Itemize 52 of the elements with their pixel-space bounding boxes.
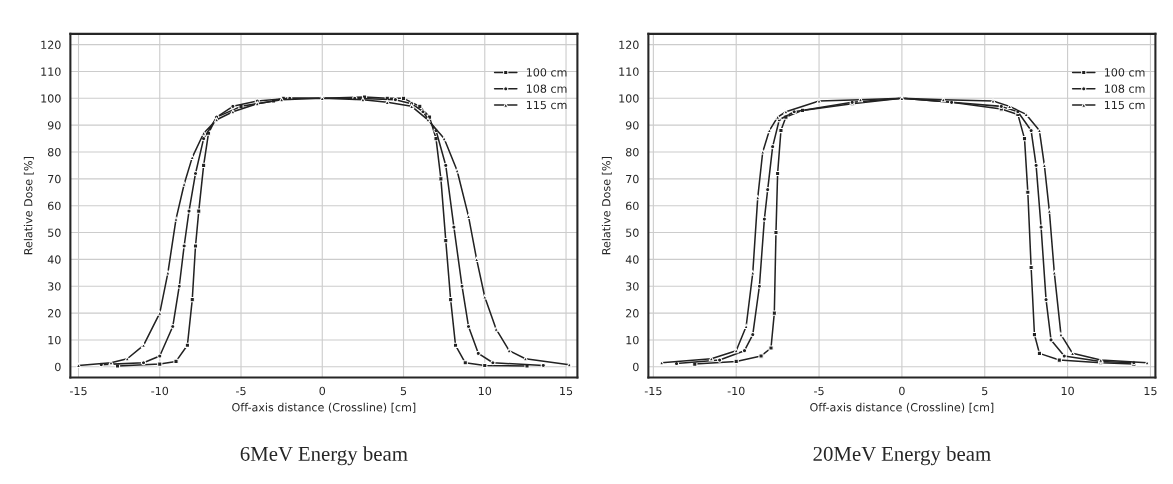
- y-axis-title: Relative Dose [%]: [601, 157, 612, 255]
- y-tick-label: 100: [41, 94, 61, 103]
- y-tick-label: 80: [625, 147, 639, 157]
- x-tick-label: -10: [727, 386, 745, 396]
- y-axis-title: Relative Dose [%]: [23, 157, 34, 255]
- x-tick-label: -15: [644, 386, 662, 396]
- y-tick-label: 20: [48, 309, 61, 318]
- y-tick-label: 30: [626, 282, 639, 291]
- x-tick-label: -5: [814, 386, 824, 396]
- y-tick-label: 40: [47, 255, 61, 264]
- x-axis-title: Off-axis distance (Crossline) [cm]: [232, 402, 416, 413]
- legend-label: 100 cm: [526, 68, 567, 77]
- x-tick-label: 15: [560, 386, 573, 396]
- y-tick-label: 110: [41, 67, 61, 76]
- text: 6MeV Energy beam: [240, 446, 408, 466]
- legend-label: 100 cm: [1104, 68, 1145, 77]
- y-tick-label: 60: [625, 201, 639, 211]
- y-tick-label: 70: [626, 174, 639, 184]
- y-tick-label: 90: [625, 121, 639, 130]
- y-tick-label: 80: [47, 147, 61, 157]
- x-axis-title: Off-axis distance (Crossline) [cm]: [810, 402, 994, 413]
- legend-label: 115 cm: [526, 100, 567, 110]
- x-tick-label: 5: [400, 386, 407, 396]
- y-tick-label: 50: [626, 228, 639, 237]
- y-tick-label: 100: [619, 94, 639, 103]
- y-tick-label: 50: [48, 228, 61, 237]
- y-tick-label: 0: [633, 362, 639, 372]
- x-tick-label: -5: [236, 386, 246, 396]
- x-tick-label: 15: [1144, 386, 1157, 396]
- x-tick-label: 0: [319, 386, 326, 396]
- x-tick-label: -15: [69, 386, 87, 396]
- x-tick-label: 5: [982, 386, 988, 396]
- y-tick-label: 0: [55, 362, 61, 372]
- y-tick-label: 110: [619, 67, 639, 76]
- y-tick-label: 40: [625, 255, 639, 264]
- y-tick-label: 60: [47, 201, 61, 211]
- y-tick-label: 70: [48, 174, 61, 184]
- y-tick-label: 10: [626, 335, 639, 345]
- y-tick-label: 90: [47, 121, 61, 130]
- y-tick-label: 30: [48, 282, 61, 291]
- y-tick-label: 10: [48, 335, 61, 345]
- legend-label: 108 cm: [526, 84, 567, 93]
- x-tick-label: 0: [899, 386, 905, 396]
- y-tick-label: 120: [619, 40, 639, 49]
- y-tick-label: 20: [626, 309, 639, 318]
- x-tick-label: -10: [151, 386, 169, 396]
- x-tick-label: 10: [478, 386, 492, 396]
- y-tick-label: 120: [41, 40, 61, 49]
- legend-label: 115 cm: [1104, 100, 1145, 110]
- text: 20MeV Energy beam: [813, 446, 991, 466]
- legend-label: 108 cm: [1104, 84, 1145, 93]
- x-tick-label: 10: [1061, 386, 1074, 396]
